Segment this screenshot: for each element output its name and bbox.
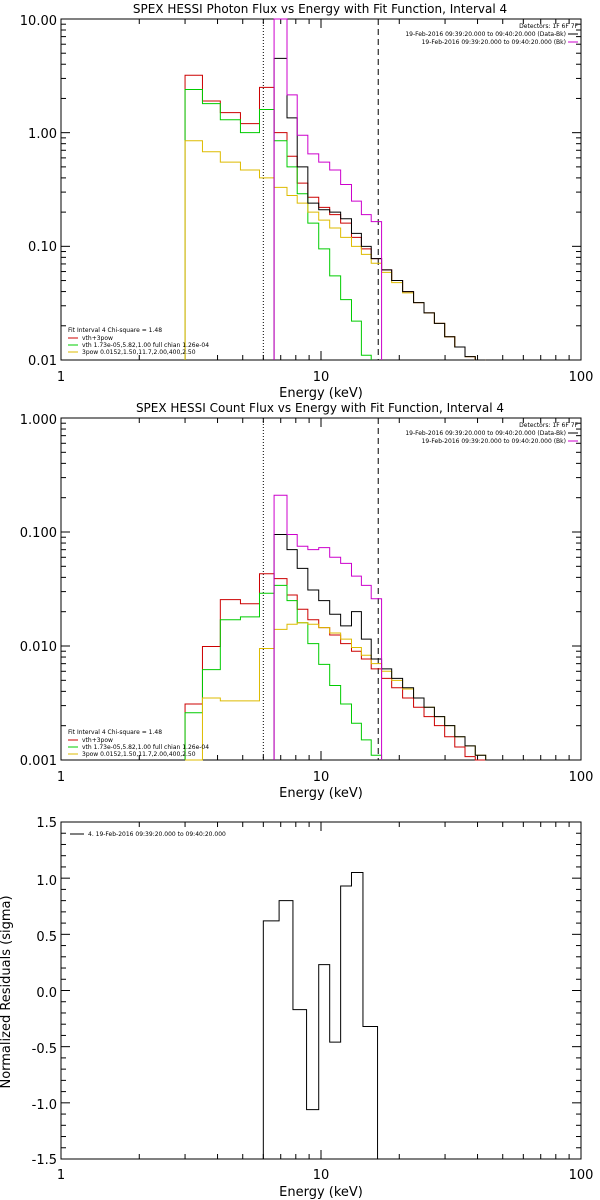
panel1-ytick-1: 0.10 — [28, 240, 57, 255]
panel3-ytick-2: -0.5 — [32, 1042, 57, 1057]
panel1-legend-2: 3pow 0.0152,1.50,11.7,2.00,400,2.50 — [82, 349, 196, 356]
panel1-xtick-1: 10 — [313, 370, 330, 385]
panel3-ytick-4: 0.5 — [36, 930, 57, 945]
series-0-histogram — [184, 74, 486, 361]
panel3-ytick-0: -1.5 — [32, 1153, 57, 1168]
panel1-plot — [61, 18, 581, 361]
panel2-info-1: 19-Feb-2016 09:39:20.000 to 09:40:20.000… — [405, 430, 566, 437]
panel2-ytick-0: 0.001 — [20, 754, 57, 769]
panel1-info-1: 19-Feb-2016 09:39:20.000 to 09:40:20.000… — [405, 31, 566, 38]
panel3-ytick-5: 1.0 — [36, 874, 57, 889]
series-2-histogram — [184, 140, 486, 361]
panel2-xtick-2: 100 — [569, 770, 594, 785]
series-3-histogram — [273, 534, 527, 761]
panel1-title: SPEX HESSI Photon Flux vs Energy with Fi… — [133, 2, 507, 16]
panel1-xtick-2: 100 — [569, 370, 594, 385]
panel-residuals: -1.5 -1.0 -0.5 0.0 0.5 1.0 1.5 1 10 100 … — [0, 816, 593, 1200]
panel2-frame — [60, 417, 582, 761]
panel2-ytick-2: 0.100 — [20, 526, 57, 541]
series-2-histogram — [185, 622, 527, 761]
panel2-xlabel: Energy (keV) — [279, 786, 363, 801]
series-0-histogram — [262, 872, 379, 1159]
panel1-legend-title: Fit Interval 4 Chi-square = 1.48 — [68, 327, 162, 334]
panel1-ytick-2: 1.00 — [28, 127, 57, 142]
panel2-info-2: 19-Feb-2016 09:39:20.000 to 09:40:20.000… — [422, 438, 566, 445]
panel3-xtick-0: 1 — [57, 1168, 65, 1183]
panel1-xtick-0: 1 — [57, 370, 65, 385]
panel3-ylabel: Normalized Residuals (sigma) — [0, 895, 14, 1088]
panel1-frame — [60, 18, 582, 361]
panel2-xtick-0: 1 — [57, 770, 65, 785]
panel1-xlabel: Energy (keV) — [279, 386, 363, 401]
series-1-histogram — [184, 88, 372, 360]
panel1-legend-0: vth+3pow — [82, 335, 113, 342]
series-4-histogram — [273, 18, 383, 360]
panel2-legend-1: vth 1.73e-05,5.82,1.00 full chian 1.26e-… — [82, 744, 209, 751]
panel3-xtick-1: 10 — [313, 1168, 330, 1183]
panel1-ytick-0: 0.01 — [28, 354, 57, 369]
panel3-ytick-1: -1.0 — [32, 1098, 57, 1113]
panel2-xtick-1: 10 — [313, 770, 330, 785]
panel2-title: SPEX HESSI Count Flux vs Energy with Fit… — [136, 401, 504, 415]
panel3-plot — [61, 821, 581, 1160]
panel3-xlabel: Energy (keV) — [279, 1185, 363, 1200]
panel3-ytick-3: 0.0 — [36, 986, 57, 1001]
panel-photon-flux: SPEX HESSI Photon Flux vs Energy with Fi… — [20, 2, 594, 401]
panel3-legend-0: 4. 19-Feb-2016 09:39:20.000 to 09:40:20.… — [88, 831, 226, 838]
panel3-xtick-2: 100 — [569, 1168, 594, 1183]
panel2-ytick-3: 1.000 — [20, 413, 57, 428]
panel1-info-2: 19-Feb-2016 09:39:20.000 to 09:40:20.000… — [422, 39, 566, 46]
panel-count-flux: SPEX HESSI Count Flux vs Energy with Fit… — [20, 401, 594, 801]
series-3-histogram — [273, 57, 486, 361]
panel2-ytick-1: 0.010 — [20, 640, 57, 655]
panel1-info-0: Detectors: 1F 6F 7F — [519, 23, 578, 30]
series-4-histogram — [273, 494, 383, 760]
panel1-ytick-3: 10.00 — [20, 14, 57, 29]
panel2-legend-title: Fit Interval 4 Chi-square = 1.48 — [68, 729, 162, 736]
panel3-frame — [60, 821, 582, 1160]
panel3-ytick-6: 1.5 — [36, 816, 57, 831]
panel2-legend-0: vth+3pow — [82, 737, 113, 744]
panel2-info-0: Detectors: 1F 6F 7F — [519, 422, 578, 429]
panel1-legend-1: vth 1.73e-05,5.82,1.00 full chian 1.26e-… — [82, 342, 209, 349]
series-0-histogram — [184, 573, 527, 761]
panel2-legend-2: 3pow 0.0152,1.50,11.7,2.00,400,2.50 — [82, 751, 196, 758]
panel2-plot — [61, 418, 581, 761]
